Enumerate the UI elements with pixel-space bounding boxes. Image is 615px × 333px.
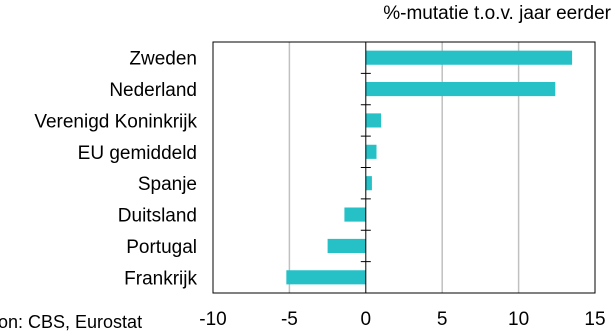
category-label: EU gemiddeld	[78, 143, 197, 164]
gridlines	[288, 42, 520, 293]
bars	[286, 50, 573, 285]
unit-label: %-mutatie t.o.v. jaar eerder	[383, 3, 611, 24]
x-tick-label: -5	[281, 309, 298, 329]
category-label: Frankrijk	[124, 268, 197, 289]
bar	[344, 207, 366, 222]
bar	[365, 113, 382, 128]
x-tick-label: -10	[199, 309, 226, 329]
plot-frame	[212, 41, 596, 294]
bar	[365, 144, 377, 159]
plot-border	[212, 41, 596, 294]
bar	[365, 50, 573, 65]
tick-labels: -10 -5 0 5 10 15	[199, 309, 605, 329]
x-tick-label: 15	[584, 309, 605, 329]
bar	[365, 176, 372, 191]
category-label: Portugal	[126, 237, 197, 258]
category-label: Verenigd Koninkrijk	[34, 111, 197, 132]
category-label: Nederland	[109, 80, 197, 101]
bar	[286, 270, 366, 285]
source-note: Bron: CBS, Eurostat	[0, 312, 143, 332]
x-tick-label: 5	[437, 309, 448, 329]
x-tick-label: 0	[361, 309, 372, 329]
category-labels: Zweden Nederland Verenigd Koninkrijk EU gem…	[34, 49, 197, 290]
x-tick-label: 10	[508, 309, 529, 329]
category-label: Spanje	[138, 174, 197, 195]
category-label: Zweden	[129, 49, 197, 70]
bar	[365, 82, 556, 97]
category-label: Duitsland	[118, 206, 197, 227]
bar	[327, 238, 366, 253]
